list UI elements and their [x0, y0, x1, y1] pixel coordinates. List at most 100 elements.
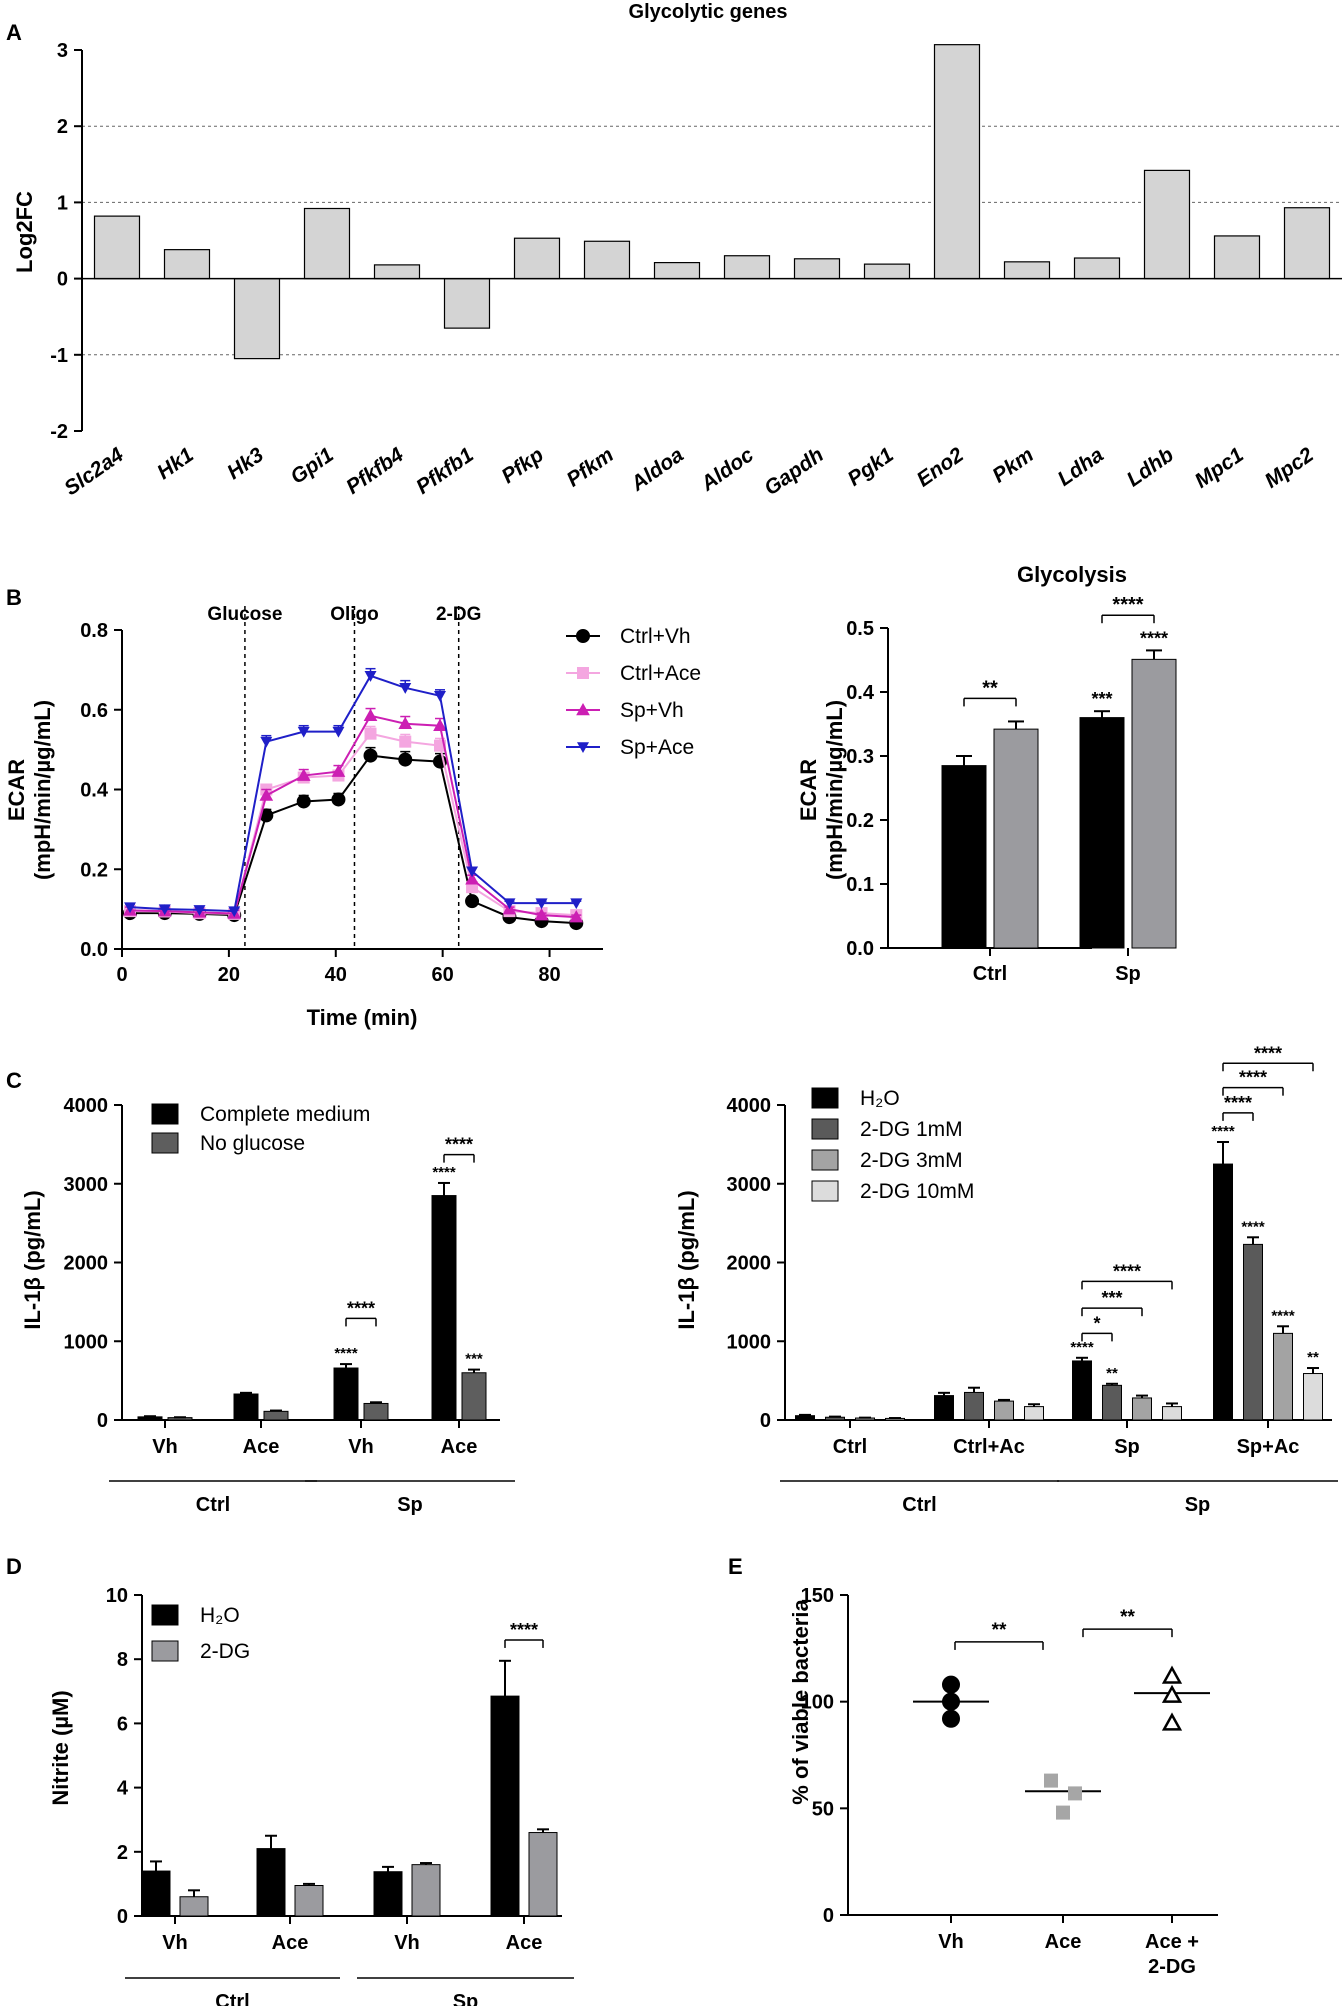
data-point: [570, 898, 583, 910]
bar-pgk1: [863, 263, 911, 280]
data-point: [364, 727, 377, 740]
bar: [373, 1871, 403, 1917]
legend-label: Ctrl+Ace: [620, 662, 701, 685]
data-point: [399, 683, 412, 694]
panel-d-y-tick-label: 4: [117, 1778, 129, 1800]
injection-label: Oligo: [330, 604, 379, 625]
bar: [363, 1402, 389, 1421]
panel-b2-x-tick-label: Sp: [1115, 963, 1141, 985]
panel-b-x-tick-label: 0: [116, 964, 127, 986]
data-point: [534, 908, 549, 921]
bar: [431, 1195, 457, 1421]
legend-label: H₂O: [200, 1604, 240, 1627]
legend-label: H₂O: [860, 1087, 900, 1110]
x-tick-label: Pfkp: [497, 443, 548, 488]
data-point: [259, 788, 274, 801]
bar-gpi1: [303, 207, 351, 280]
bar-pfkp: [513, 237, 561, 280]
bar: [1243, 1243, 1263, 1421]
panel-c-x-tick-label: Ace: [243, 1436, 280, 1458]
legend-label: No glucose: [200, 1132, 305, 1155]
panel-b2-y-tick-label: 0.0: [846, 938, 874, 960]
bar: [795, 1415, 815, 1421]
significance-bracket-label: **: [982, 677, 998, 699]
bar: [294, 1885, 324, 1917]
bar: [333, 1367, 359, 1421]
bar: [1079, 717, 1125, 949]
panel-b2-title: Glycolysis: [1017, 562, 1127, 587]
legend-marker: [576, 702, 590, 716]
significance-bracket-label: *: [1093, 1313, 1100, 1333]
x-tick-label: Pfkfb4: [342, 443, 408, 499]
panel-b-line-chart: ECAR (mpH/min/µg/mL) Time (min) 0 20 40 60 8…: [4, 604, 701, 1030]
x-tick-label: Hk1: [153, 443, 198, 484]
bar-mpc1: [1213, 235, 1261, 280]
legend-swatch: [151, 1103, 179, 1125]
bar-aldoc: [723, 255, 771, 280]
panel-b-x-tick-label: 40: [325, 964, 347, 986]
panel-b2-y-tick-label: 0.5: [846, 618, 874, 640]
bar: [1131, 658, 1177, 949]
series-line-0: [130, 754, 577, 925]
legend-label: 2-DG 10mM: [860, 1180, 974, 1203]
bar: [179, 1896, 209, 1917]
data-point: [942, 1692, 960, 1711]
bar: [461, 1372, 487, 1421]
data-point: [193, 905, 206, 916]
x-tick-label: Pfkfb1: [412, 443, 478, 499]
panel-c2-y-tick-label: 1000: [727, 1331, 772, 1353]
x-tick-label: Aldoa: [626, 443, 688, 496]
data-point: [942, 1675, 960, 1694]
panel-b2-y-tick-label: 0.4: [846, 682, 875, 704]
significance-mark: ***: [1091, 689, 1112, 709]
panel-a-y-tick-label: 3: [57, 40, 68, 62]
data-point: [124, 902, 137, 914]
panel-e-ylabel: % of viable bacteria: [788, 1599, 813, 1805]
panel-d-x-tick-label: Ace: [272, 1932, 309, 1954]
panel-b-y-tick-label: 0.8: [80, 620, 108, 642]
data-point: [465, 872, 479, 885]
legend-swatch: [811, 1180, 839, 1202]
panel-a-title: Glycolytic genes: [629, 1, 788, 23]
panel-d-nitrite-chart: Nitrite (µM) 0 2 4 6 8 10 Vh Ace Vh Ace **** Ctrl Sp…: [48, 1585, 574, 2006]
panel-c-y-tick-label: 0: [97, 1410, 108, 1432]
data-point: [1161, 1712, 1183, 1731]
panel-e-x-tick-label: 2-DG: [1148, 1956, 1196, 1978]
legend-swatch: [811, 1087, 839, 1109]
panel-d-y-tick-label: 8: [117, 1649, 128, 1671]
data-point: [433, 718, 447, 731]
panel-c-y-tick-label: 1000: [64, 1331, 109, 1353]
panel-d-x-tick-label: Vh: [162, 1932, 188, 1954]
x-tick-label: Ldhb: [1123, 443, 1178, 491]
panel-c-group-label: Ctrl: [196, 1494, 230, 1516]
data-point: [1161, 1684, 1183, 1703]
legend-label: Ctrl+Vh: [620, 625, 691, 648]
panel-b2-y-tick-label: 0.3: [846, 746, 874, 768]
panel-b2-y-tick-label: 0.1: [846, 874, 874, 896]
bar: [1024, 1406, 1044, 1421]
injection-label: Glucose: [207, 604, 282, 625]
legend-swatch: [811, 1149, 839, 1171]
panel-label-b: B: [6, 585, 22, 610]
series-line-1: [130, 732, 577, 917]
significance-bracket-label: ****: [347, 1298, 375, 1318]
bar-ldhb: [1143, 169, 1191, 280]
panel-b2-x-tick-label: Ctrl: [973, 963, 1007, 985]
data-point: [503, 898, 516, 910]
panel-c-il1b-glucose-chart: IL-1β (pg/mL) 0 1000 2000 3000 4000 Vh Ace Vh Ac…: [20, 1095, 515, 1516]
significance-mark: ****: [334, 1345, 358, 1362]
legend-label: 2-DG: [200, 1640, 250, 1663]
panel-d-ylabel: Nitrite (µM): [48, 1690, 73, 1805]
bar: [1273, 1332, 1293, 1421]
panel-d-x-tick-label: Vh: [394, 1932, 420, 1954]
x-tick-label: Aldoc: [696, 443, 758, 496]
data-point: [942, 1709, 960, 1728]
legend-label: 2-DG 1mM: [860, 1118, 963, 1141]
legend-swatch: [151, 1604, 179, 1626]
bar-aldoa: [653, 261, 701, 280]
panel-c-ylabel: IL-1β (pg/mL): [20, 1190, 45, 1329]
x-tick-label: Pgk1: [844, 443, 898, 491]
data-point: [399, 735, 412, 748]
bar: [825, 1416, 845, 1421]
panel-c-il1b-2dg-chart: IL-1β (pg/mL) 0 1000 2000 3000 4000 Ctrl Ctrl+…: [674, 1043, 1338, 1516]
